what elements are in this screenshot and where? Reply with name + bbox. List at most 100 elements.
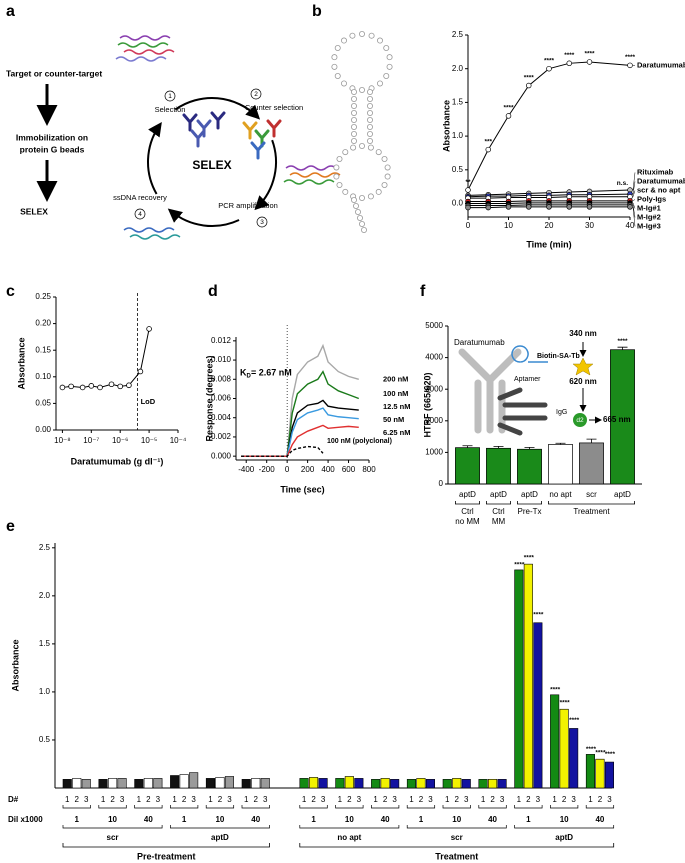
phase-label: Treatment (435, 851, 478, 861)
y-tick-label: 1.5 (39, 639, 51, 648)
d-label: 2 (311, 795, 316, 804)
bar (354, 778, 364, 789)
d-label: 1 (409, 795, 414, 804)
data-point (505, 113, 512, 119)
bar (241, 779, 251, 789)
nucleotide (350, 96, 357, 103)
nucleotide (358, 194, 365, 201)
nucleotide (350, 130, 357, 137)
group-bracket (585, 805, 615, 809)
nucleotide (366, 96, 373, 103)
nucleotide (366, 89, 373, 96)
group-bracket (455, 501, 480, 505)
d-label: 1 (65, 795, 70, 804)
significance-label: **** (564, 52, 575, 59)
cycle-arrow (147, 122, 162, 195)
bar (251, 778, 261, 789)
nucleotide (360, 226, 367, 233)
data-point (485, 204, 492, 211)
dilution-label: 1 (75, 815, 80, 824)
series-line (467, 189, 631, 196)
d-label: 1 (172, 795, 177, 804)
error-bar (462, 445, 473, 448)
data-point (505, 204, 512, 210)
nucleotide (381, 181, 388, 188)
data-point (79, 384, 86, 391)
d-label: 2 (75, 795, 80, 804)
group-bracket (335, 805, 364, 809)
series-line (241, 445, 324, 457)
bar (416, 778, 426, 789)
nucleotide (350, 103, 357, 110)
nucleotide (384, 173, 391, 180)
bar (478, 779, 488, 789)
dilution-label: 10 (215, 815, 224, 824)
panel-label: b (312, 3, 322, 20)
d-label: 1 (338, 795, 343, 804)
nucleotide (366, 137, 373, 144)
nucleotide (350, 110, 357, 117)
y-tick-label: 0.000 (211, 451, 232, 460)
series-label: Rituximab (637, 167, 674, 176)
bar (486, 447, 511, 485)
nucleotide (350, 144, 357, 151)
x-tick-label: 10⁻⁷ (83, 436, 99, 445)
y-axis-label: HTRF (665/620) (422, 372, 432, 437)
d-label: 3 (263, 795, 268, 804)
y-tick-label: 0.10 (35, 372, 51, 381)
bar (98, 779, 108, 789)
bar (380, 778, 390, 789)
series-label: 100 nM (polyclonal) (327, 438, 392, 445)
step-badge (256, 216, 268, 228)
d-label: 3 (156, 795, 161, 804)
nucleotide (350, 89, 357, 96)
series-label: 50 nM (383, 415, 404, 424)
nucleotide (366, 124, 373, 131)
bar (610, 349, 635, 485)
lod-label: LoD (141, 397, 156, 406)
label-leader (632, 206, 636, 227)
nucleotide (336, 181, 343, 188)
group-label: Ctrl (461, 507, 474, 516)
group-bracket (371, 805, 400, 809)
sample-bracket (299, 825, 400, 829)
significance-label: **** (560, 699, 571, 706)
dilution-label: 10 (345, 815, 354, 824)
nucleotide (383, 73, 390, 80)
error-bar (524, 446, 535, 450)
nucleotide (367, 144, 374, 151)
error-bar (555, 442, 566, 445)
dilution-label: 40 (488, 815, 497, 824)
bar (517, 448, 542, 485)
nucleotide (341, 37, 348, 44)
d2-graphic (573, 413, 587, 427)
antibody (250, 141, 266, 160)
series-line (468, 200, 630, 202)
group-bracket (548, 501, 635, 505)
significance-label: **** (605, 751, 616, 758)
nucleotide (358, 30, 365, 37)
bar (548, 444, 573, 485)
dilution-label: 1 (311, 815, 316, 824)
antibody (182, 113, 198, 132)
bar (308, 777, 319, 789)
panel-label: e (6, 518, 15, 535)
y-tick-label: 2000 (425, 416, 443, 425)
bar (299, 778, 309, 789)
bar (487, 779, 498, 789)
significance-label: **** (524, 74, 535, 81)
step-number: 3 (260, 219, 264, 226)
cycle-arrow (174, 97, 261, 120)
significance-label: **** (569, 717, 580, 724)
y-axis-label: Absorbance (16, 337, 26, 389)
y-tick-label: 0.15 (35, 345, 51, 354)
x-tick-label: 0 (285, 465, 290, 474)
nucleotide (358, 220, 365, 227)
d-label: 2 (455, 795, 460, 804)
series-label: Poly-Igs (637, 194, 666, 203)
nucleotide (341, 80, 348, 87)
x-tick-label: -200 (259, 465, 276, 474)
data-point (566, 204, 572, 210)
d-label: 2 (490, 795, 495, 804)
